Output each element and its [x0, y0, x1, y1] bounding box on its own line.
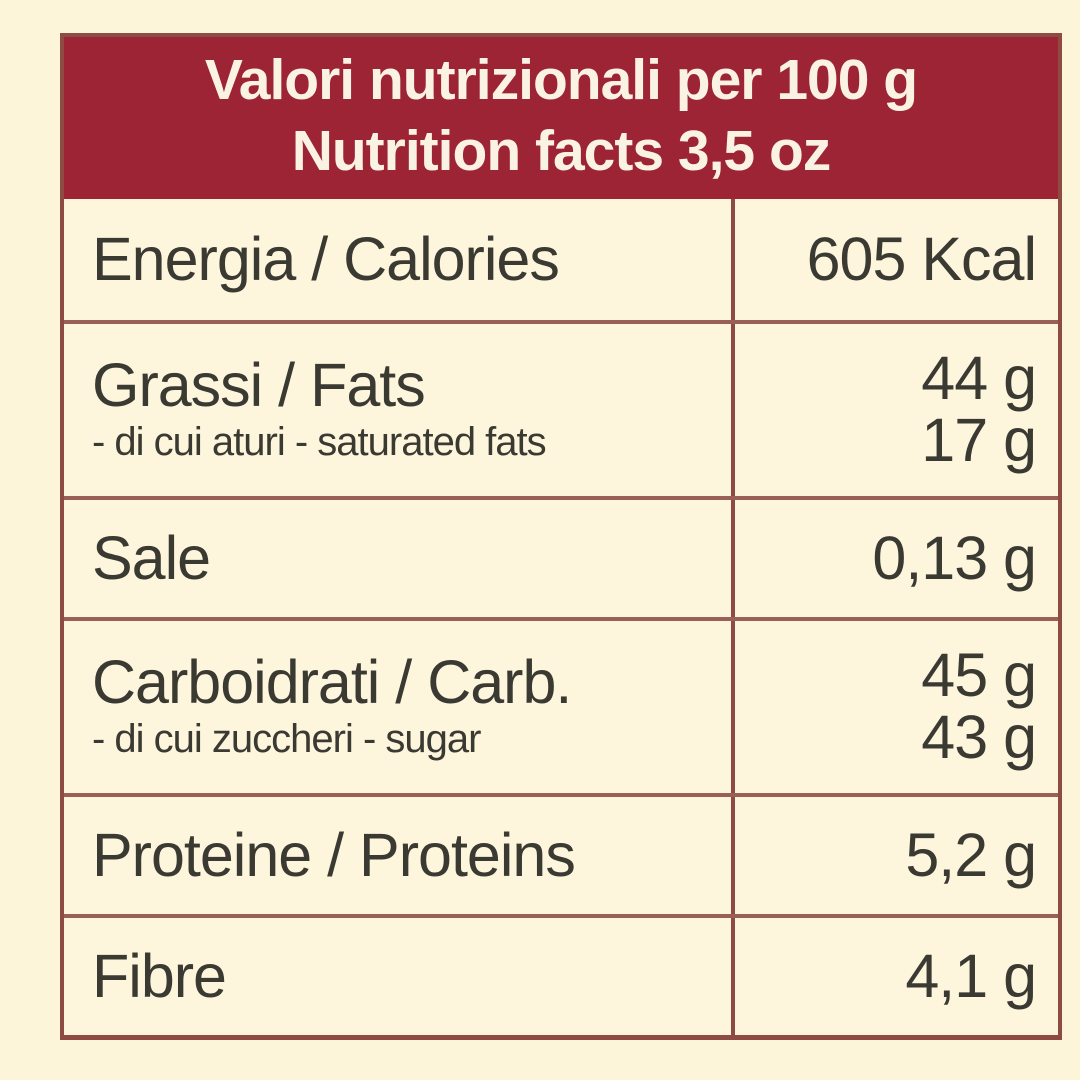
row-sub-value: 43 g [921, 703, 1037, 771]
table-body: Energia / Calories 605 Kcal Grassi / Fats -… [64, 199, 1058, 1035]
nutrition-table: Valori nutrizionali per 100 g Nutrition … [60, 33, 1062, 1040]
table-row: Proteine / Proteins 5,2 g [64, 793, 1058, 914]
row-label: Sale [92, 523, 211, 592]
row-value-cell: 44 g 17 g [731, 324, 1058, 496]
row-value: 5,2 g [905, 820, 1037, 889]
row-value-cell: 45 g 43 g [731, 621, 1058, 793]
row-label: Proteine / Proteins [92, 820, 576, 889]
table-title-line1: Valori nutrizionali per 100 g [204, 48, 918, 112]
row-value-cell: 4,1 g [731, 918, 1058, 1035]
row-value-cell: 605 Kcal [731, 199, 1058, 320]
row-label-cell: Grassi / Fats - di cui aturi - saturated … [64, 324, 731, 496]
table-row: Sale 0,13 g [64, 496, 1058, 617]
row-label: Energia / Calories [92, 224, 560, 293]
row-value: 45 g [921, 641, 1037, 709]
row-value: 4,1 g [905, 941, 1037, 1010]
row-label-cell: Fibre [64, 918, 731, 1035]
row-label-cell: Sale [64, 500, 731, 617]
table-row: Energia / Calories 605 Kcal [64, 199, 1058, 320]
table-row: Fibre 4,1 g [64, 914, 1058, 1035]
row-sub-label: - di cui zuccheri - sugar [92, 717, 481, 761]
row-value-cell: 5,2 g [731, 797, 1058, 914]
table-row: Carboidrati / Carb. - di cui zuccheri - s… [64, 617, 1058, 793]
table-row: Grassi / Fats - di cui aturi - saturated … [64, 320, 1058, 496]
table-title-line2: Nutrition facts 3,5 oz [291, 119, 832, 183]
row-value: 44 g [921, 344, 1037, 412]
row-value-cell: 0,13 g [731, 500, 1058, 617]
row-sub-value: 17 g [921, 406, 1037, 474]
row-label: Grassi / Fats [92, 351, 426, 419]
row-sub-label: - di cui aturi - saturated fats [92, 420, 547, 464]
row-value: 0,13 g [872, 523, 1037, 592]
row-label-cell: Carboidrati / Carb. - di cui zuccheri - s… [64, 621, 731, 793]
row-label: Carboidrati / Carb. [92, 648, 572, 716]
row-label-cell: Energia / Calories [64, 199, 731, 320]
table-header: Valori nutrizionali per 100 g Nutrition … [64, 37, 1058, 199]
row-value: 605 Kcal [806, 224, 1037, 293]
row-label-cell: Proteine / Proteins [64, 797, 731, 914]
row-label: Fibre [92, 941, 227, 1010]
